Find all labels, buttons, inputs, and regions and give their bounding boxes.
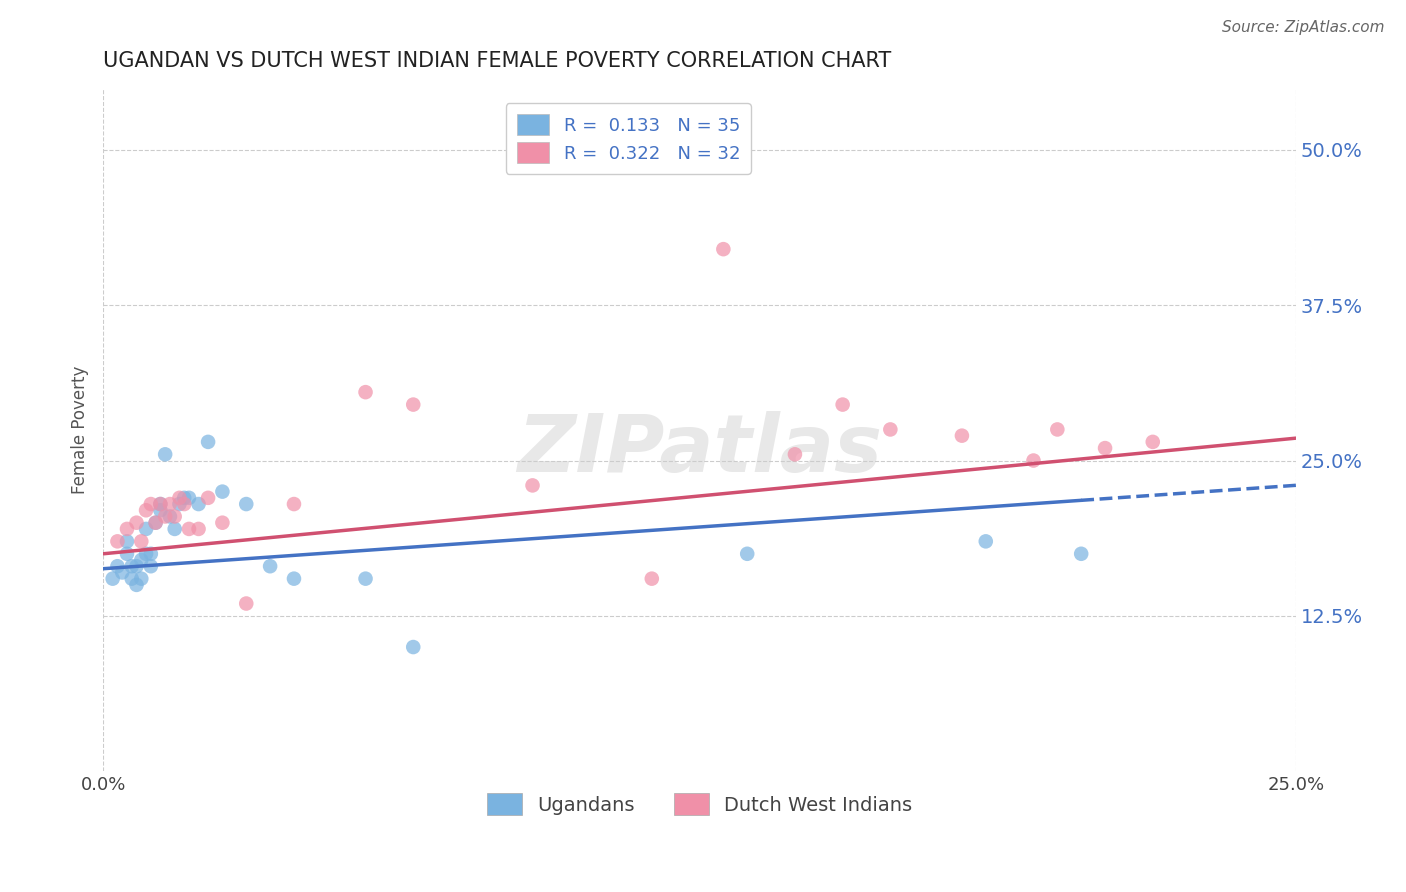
Point xyxy=(149,497,172,511)
Point xyxy=(135,503,157,517)
Point xyxy=(153,509,176,524)
Point xyxy=(149,497,172,511)
Point xyxy=(187,497,209,511)
Point xyxy=(107,559,129,574)
Point xyxy=(354,572,377,586)
Point xyxy=(641,572,664,586)
Point xyxy=(125,516,148,530)
Point xyxy=(831,398,853,412)
Point xyxy=(139,547,162,561)
Point xyxy=(1046,422,1069,436)
Point xyxy=(125,559,148,574)
Point xyxy=(139,559,162,574)
Point xyxy=(283,572,305,586)
Point xyxy=(1022,453,1045,467)
Point xyxy=(125,578,148,592)
Point xyxy=(711,242,734,256)
Point xyxy=(173,491,195,505)
Point xyxy=(163,509,186,524)
Point xyxy=(129,572,152,586)
Point xyxy=(1070,547,1092,561)
Point xyxy=(235,497,257,511)
Point xyxy=(1094,441,1116,455)
Point xyxy=(149,503,172,517)
Text: ZIPatlas: ZIPatlas xyxy=(517,411,882,489)
Point xyxy=(177,522,200,536)
Text: UGANDAN VS DUTCH WEST INDIAN FEMALE POVERTY CORRELATION CHART: UGANDAN VS DUTCH WEST INDIAN FEMALE POVE… xyxy=(103,51,891,70)
Point xyxy=(211,516,233,530)
Point xyxy=(169,491,191,505)
Point xyxy=(211,484,233,499)
Point xyxy=(135,522,157,536)
Point xyxy=(101,572,124,586)
Point xyxy=(153,447,176,461)
Point xyxy=(522,478,544,492)
Point xyxy=(121,572,143,586)
Point xyxy=(135,547,157,561)
Point xyxy=(111,566,134,580)
Point xyxy=(197,434,219,449)
Legend: Ugandans, Dutch West Indians: Ugandans, Dutch West Indians xyxy=(479,785,920,823)
Point xyxy=(783,447,806,461)
Point xyxy=(402,398,425,412)
Point xyxy=(163,522,186,536)
Point xyxy=(173,497,195,511)
Point xyxy=(169,497,191,511)
Point xyxy=(187,522,209,536)
Point xyxy=(159,497,181,511)
Point xyxy=(115,547,138,561)
Point xyxy=(259,559,281,574)
Point xyxy=(115,534,138,549)
Point xyxy=(354,385,377,400)
Text: Source: ZipAtlas.com: Source: ZipAtlas.com xyxy=(1222,20,1385,35)
Point xyxy=(129,553,152,567)
Point xyxy=(974,534,997,549)
Point xyxy=(950,428,973,442)
Point xyxy=(159,509,181,524)
Point xyxy=(121,559,143,574)
Point xyxy=(139,497,162,511)
Point xyxy=(115,522,138,536)
Point xyxy=(107,534,129,549)
Point xyxy=(145,516,167,530)
Y-axis label: Female Poverty: Female Poverty xyxy=(72,365,89,493)
Point xyxy=(283,497,305,511)
Point xyxy=(177,491,200,505)
Point xyxy=(145,516,167,530)
Point xyxy=(1142,434,1164,449)
Point xyxy=(197,491,219,505)
Point xyxy=(402,640,425,654)
Point xyxy=(879,422,901,436)
Point xyxy=(235,597,257,611)
Point xyxy=(735,547,758,561)
Point xyxy=(129,534,152,549)
